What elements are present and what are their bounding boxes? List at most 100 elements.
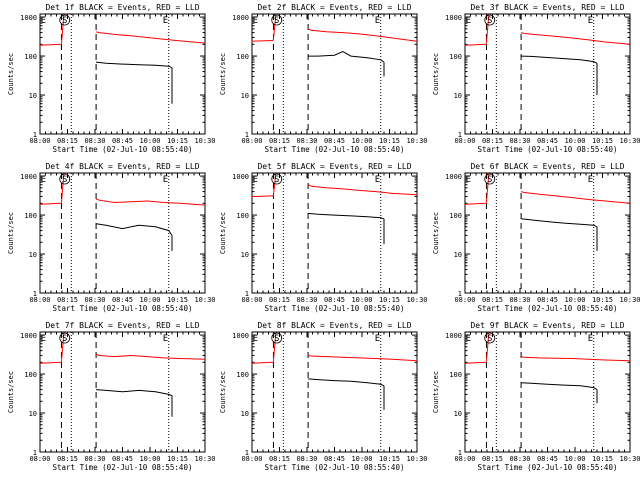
x-tick-label: 08:30 (84, 137, 105, 145)
x-tick-label: 08:30 (509, 455, 530, 463)
x-axis-label: Start Time (02-Jul-10 08:55:40) (478, 463, 618, 472)
y-tick-label: 10 (454, 410, 462, 418)
lld-red-series-segment (61, 172, 65, 203)
lld-red-series-segment (61, 331, 65, 362)
plot-frame (251, 172, 418, 294)
y-tick-label: 1000 (232, 14, 249, 22)
y-axis-label: Counts/sec (7, 212, 15, 254)
plot-frame (39, 172, 206, 294)
x-tick-label: 10:15 (592, 296, 613, 304)
panel-det-8f: Det 8f BLACK = Events, RED = LLD 1 10 100 10… (219, 321, 428, 472)
x-tick-label: 10:00 (139, 455, 160, 463)
events-black-series-segment (521, 382, 598, 391)
event-marker-s: S (62, 16, 67, 26)
y-tick-label: 100 (449, 212, 462, 220)
y-tick-label: 100 (236, 371, 249, 379)
panel-det-6f: Det 6f BLACK = Events, RED = LLD 1 10 100 10… (432, 162, 640, 313)
lld-red-series-segment (272, 172, 277, 196)
lld-red-series-segment (520, 32, 631, 45)
y-axis-label: Counts/sec (219, 53, 227, 95)
y-axis-label: Counts/sec (7, 371, 15, 413)
events-black-series-segment (308, 212, 385, 220)
x-axis-label: Start Time (02-Jul-10 08:55:40) (265, 145, 405, 154)
y-tick-label: 1 (245, 131, 249, 139)
x-tick-label: 10:00 (564, 296, 585, 304)
panel-title: Det 9f BLACK = Events, RED = LLD (470, 321, 624, 330)
x-tick-label: 08:00 (29, 137, 50, 145)
x-axis-label: Start Time (02-Jul-10 08:55:40) (478, 304, 618, 313)
lld-red-series-segment (464, 202, 487, 205)
event-marker-s: S (62, 334, 67, 344)
x-axis-label: Start Time (02-Jul-10 08:55:40) (53, 463, 193, 472)
event-marker-e: E (253, 334, 258, 344)
x-tick-label: 08:45 (537, 296, 558, 304)
y-tick-label: 1000 (20, 332, 37, 340)
y-tick-label: 10 (454, 251, 462, 259)
event-marker-s: S (274, 175, 279, 185)
events-black-series-segment (308, 378, 385, 387)
y-tick-label: 1 (33, 290, 37, 298)
x-tick-label: 10:00 (139, 296, 160, 304)
panel-title: Det 2f BLACK = Events, RED = LLD (257, 3, 411, 12)
y-tick-label: 1 (33, 131, 37, 139)
x-axis-label: Start Time (02-Jul-10 08:55:40) (53, 304, 193, 313)
x-tick-label: 10:00 (351, 296, 372, 304)
y-tick-label: 1000 (445, 332, 462, 340)
x-tick-label: 08:45 (112, 137, 133, 145)
x-tick-label: 10:30 (406, 296, 427, 304)
plot-frame (464, 172, 631, 294)
lld-red-series-segment (39, 361, 62, 364)
x-tick-label: 08:15 (269, 137, 290, 145)
event-marker-e: E (375, 16, 380, 26)
lld-red-series-segment (61, 13, 65, 44)
x-tick-label: 10:30 (619, 296, 640, 304)
x-tick-label: 08:30 (84, 296, 105, 304)
x-tick-label: 08:00 (454, 137, 475, 145)
event-marker-circle (59, 173, 71, 185)
lld-red-series-segment (485, 172, 490, 203)
lld-red-series-segment (464, 361, 487, 364)
y-tick-label: 10 (29, 92, 37, 100)
x-axis-label: Start Time (02-Jul-10 08:55:40) (53, 145, 193, 154)
y-axis-label: Counts/sec (432, 371, 440, 413)
x-tick-label: 08:00 (241, 455, 262, 463)
lld-red-series-segment (39, 202, 62, 205)
panel-title: Det 4f BLACK = Events, RED = LLD (45, 162, 199, 171)
y-tick-label: 1000 (20, 173, 37, 181)
x-tick-label: 08:30 (296, 137, 317, 145)
event-marker-e: E (375, 175, 380, 185)
event-marker-circle (59, 14, 71, 26)
lld-red-series-segment (251, 40, 274, 42)
event-marker-circle (484, 332, 496, 344)
x-tick-label: 08:15 (482, 455, 503, 463)
x-tick-label: 10:15 (379, 455, 400, 463)
panel-det-7f: Det 7f BLACK = Events, RED = LLD 1 10 100 10… (7, 321, 216, 472)
event-marker-circle (59, 332, 71, 344)
x-tick-label: 08:45 (324, 137, 345, 145)
y-tick-label: 1000 (445, 14, 462, 22)
plot-frame (464, 13, 631, 135)
y-tick-label: 10 (454, 92, 462, 100)
x-tick-label: 10:15 (167, 296, 188, 304)
y-tick-label: 100 (449, 371, 462, 379)
x-tick-label: 08:45 (112, 296, 133, 304)
x-tick-label: 10:30 (194, 455, 215, 463)
event-marker-circle (484, 14, 496, 26)
plot-frame (39, 13, 206, 135)
events-black-series-segment (96, 223, 173, 236)
lld-red-series-segment (251, 195, 274, 197)
lld-red-series-segment (39, 43, 62, 46)
y-tick-label: 1 (458, 449, 462, 457)
x-tick-label: 08:30 (84, 455, 105, 463)
x-tick-label: 10:30 (406, 455, 427, 463)
x-tick-label: 08:00 (454, 455, 475, 463)
event-marker-s: S (487, 16, 492, 26)
event-marker-e: E (163, 334, 168, 344)
x-tick-label: 10:30 (406, 137, 427, 145)
y-tick-label: 1 (458, 131, 462, 139)
event-marker-circle (271, 14, 283, 26)
x-tick-label: 10:00 (351, 137, 372, 145)
lld-red-series-segment (485, 331, 490, 362)
lld-red-series-segment (95, 353, 206, 360)
event-marker-e: E (163, 16, 168, 26)
